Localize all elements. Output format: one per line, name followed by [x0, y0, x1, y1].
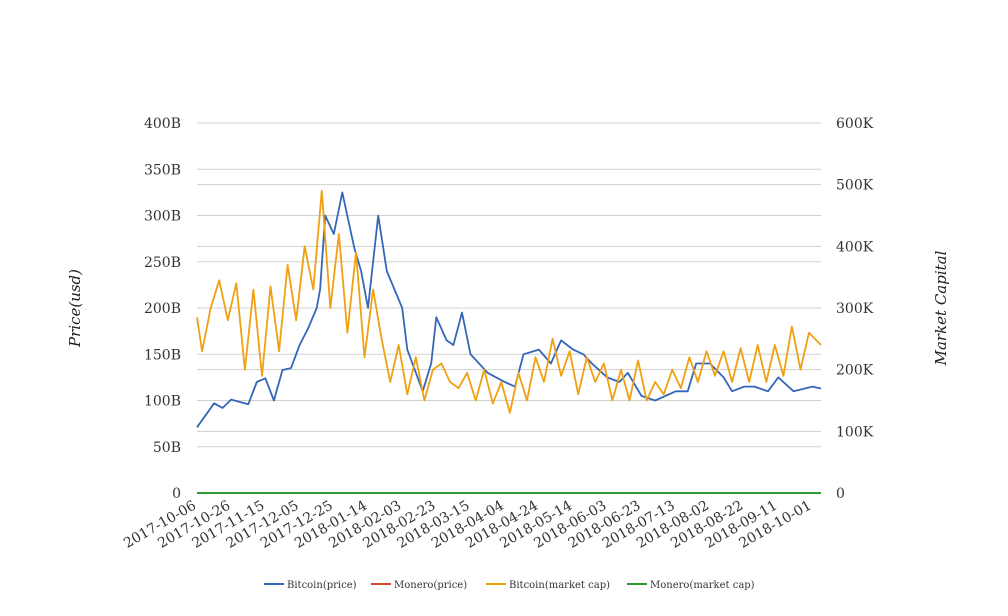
- right-tick-label: 0: [836, 486, 845, 502]
- left-tick-label: 350B: [144, 162, 181, 178]
- left-tick-label: 400B: [144, 116, 181, 132]
- legend-label: Bitcoin(market cap): [509, 580, 610, 591]
- left-axis-title: Price(usd): [66, 269, 84, 348]
- legend-label: Monero(price): [394, 580, 467, 591]
- left-tick-label: 300B: [144, 209, 181, 225]
- right-tick-label: 400K: [836, 239, 874, 255]
- right-tick-label: 600K: [836, 116, 874, 132]
- right-axis-ticks: 0 100K 200K 300K 400K 500K 600K: [836, 116, 874, 502]
- series-line-0: [196, 191, 822, 428]
- legend-label: Monero(market cap): [650, 580, 755, 591]
- legend-label: Bitcoin(price): [287, 580, 357, 591]
- right-tick-label: 100K: [836, 424, 874, 440]
- right-axis-title: Market Capital: [932, 250, 950, 366]
- left-tick-label: 100B: [144, 394, 181, 410]
- left-tick-label: 200B: [144, 301, 181, 317]
- grid: [197, 122, 821, 494]
- x-axis-ticks: 2017-10-062017-10-262017-11-152017-12-05…: [121, 498, 814, 552]
- left-tick-label: 0: [172, 486, 181, 502]
- left-tick-label: 250B: [144, 255, 181, 271]
- right-tick-label: 300K: [836, 301, 874, 317]
- series-lines: [196, 189, 822, 428]
- left-axis-ticks: 0 50B 100B 150B 200B 250B 300B 350B 400B: [144, 116, 181, 502]
- left-tick-label: 150B: [144, 347, 181, 363]
- right-tick-label: 500K: [836, 178, 874, 194]
- series-line-2: [196, 189, 822, 414]
- legend: Bitcoin(price) Monero(price) Bitcoin(marke…: [264, 580, 755, 591]
- left-tick-label: 50B: [153, 440, 181, 456]
- right-tick-label: 200K: [836, 363, 874, 379]
